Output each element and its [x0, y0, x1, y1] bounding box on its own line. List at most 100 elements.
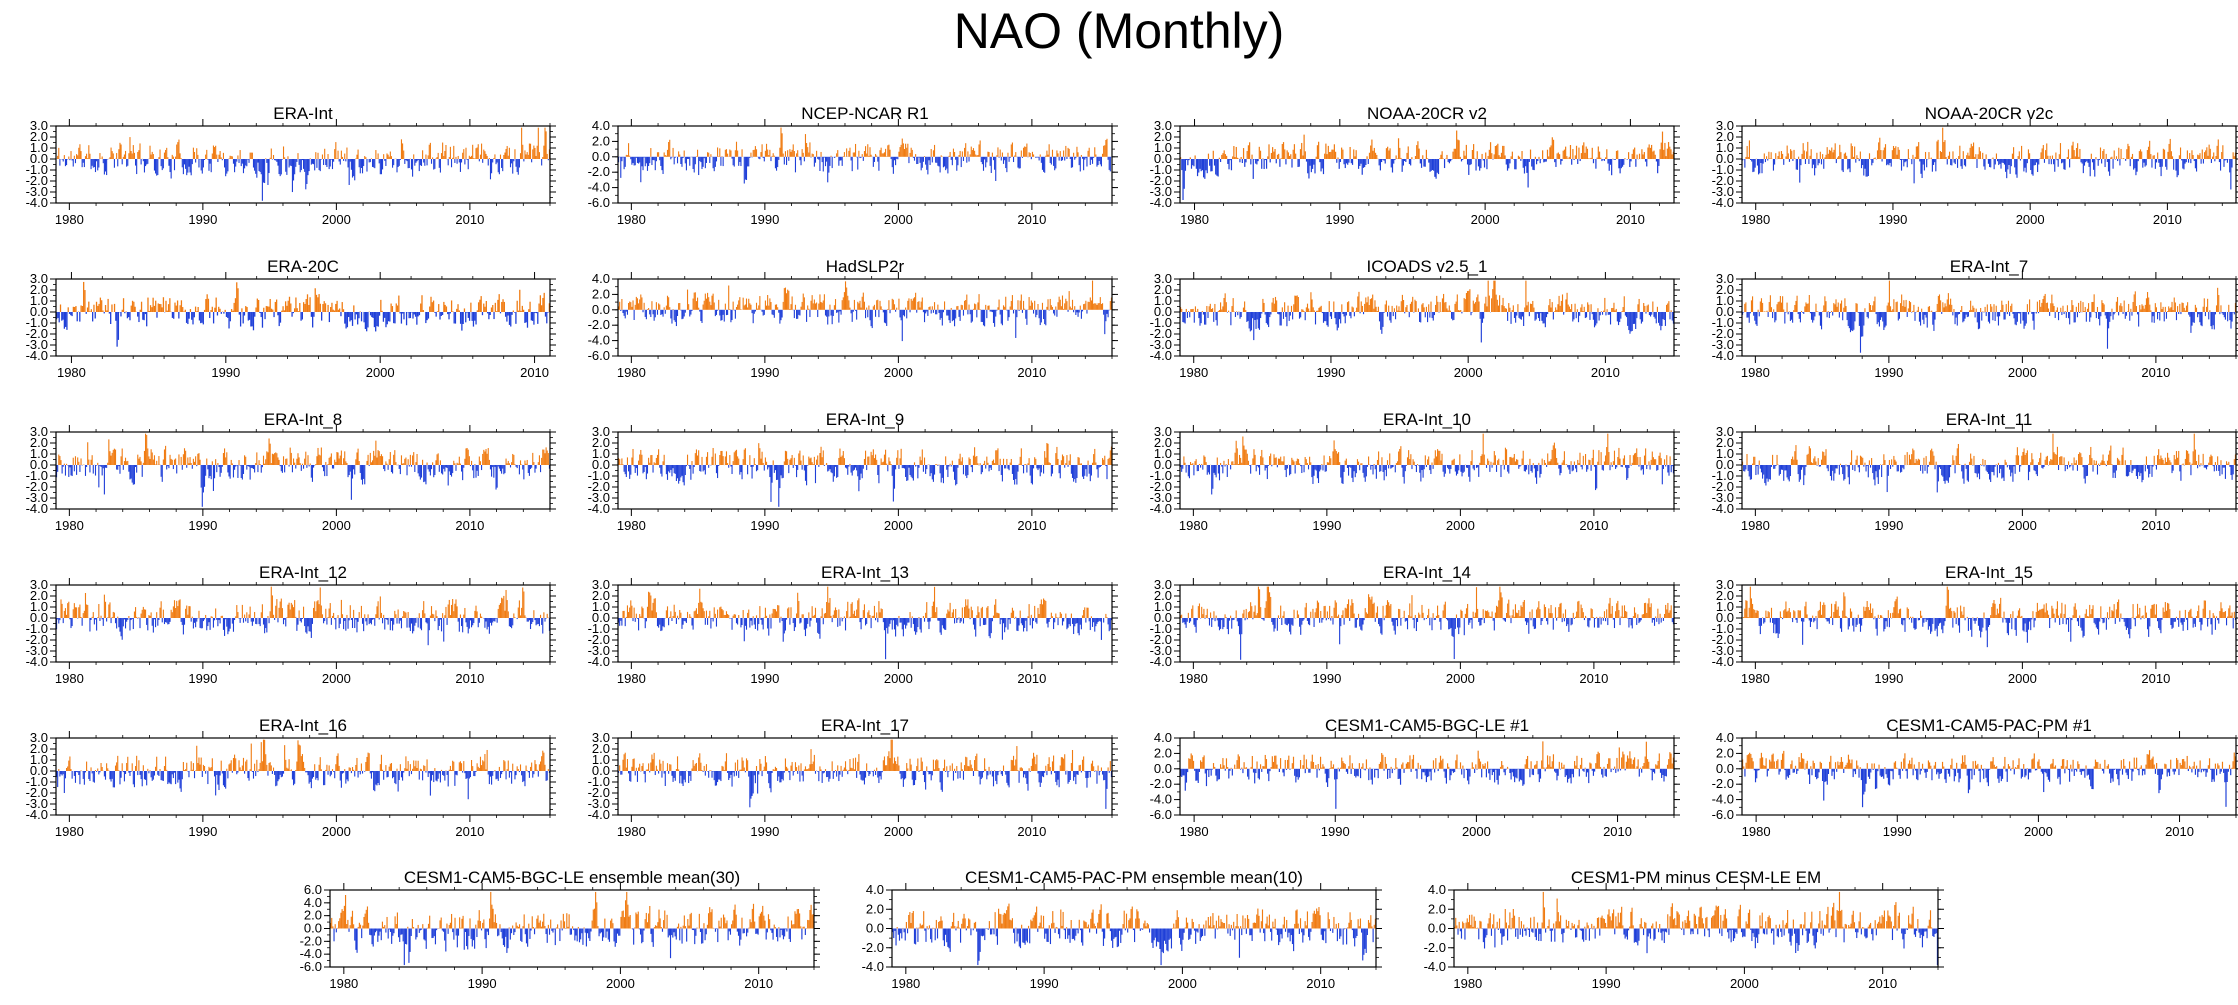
bar	[1439, 302, 1441, 312]
bar	[645, 465, 647, 480]
bar	[720, 309, 722, 321]
bar	[89, 465, 91, 473]
bar	[952, 148, 955, 157]
bar	[738, 156, 740, 166]
bar	[533, 145, 535, 159]
bar	[256, 159, 258, 178]
bar	[632, 448, 634, 465]
bar	[2050, 303, 2052, 312]
bar	[1029, 305, 1031, 310]
bar	[407, 159, 409, 169]
bar	[68, 312, 71, 314]
bar	[640, 156, 642, 183]
bar	[2017, 312, 2020, 314]
bar	[486, 155, 488, 159]
bar	[369, 312, 372, 316]
bar	[336, 300, 338, 312]
bar	[1822, 154, 1824, 159]
bar	[158, 157, 160, 159]
bar	[2032, 312, 2034, 321]
bar	[1280, 312, 1282, 326]
bar	[116, 312, 118, 347]
bar	[81, 159, 83, 168]
bar	[187, 159, 189, 173]
bar	[1577, 159, 1579, 165]
bar	[926, 309, 928, 312]
bar	[930, 309, 932, 314]
bar	[1041, 156, 1044, 170]
bar	[1282, 142, 1285, 159]
bar	[636, 156, 639, 163]
bar	[1826, 312, 1828, 318]
bar	[269, 157, 271, 159]
y-tick-label: 0.0	[1716, 151, 1734, 166]
bar	[313, 312, 315, 317]
bar	[962, 156, 965, 161]
bar	[385, 461, 387, 465]
bar	[1065, 145, 1067, 157]
bar	[339, 455, 341, 465]
bar	[1269, 159, 1271, 163]
x-tick-label: 2000	[322, 212, 351, 227]
bar	[674, 156, 676, 158]
bar	[741, 149, 743, 157]
bar	[281, 159, 283, 160]
bar	[1878, 312, 1880, 327]
bar	[1842, 159, 1844, 173]
bar	[1617, 312, 1620, 326]
bar	[348, 159, 350, 185]
bar	[502, 159, 504, 172]
bar	[1289, 312, 1291, 316]
bar	[457, 155, 459, 159]
bar	[1103, 309, 1105, 315]
bar	[779, 309, 781, 324]
bar	[1502, 297, 1504, 312]
bar	[929, 156, 931, 165]
bar	[1864, 308, 1866, 312]
bar	[421, 295, 423, 312]
bar	[1920, 159, 1922, 174]
bar	[782, 301, 784, 310]
bar	[1497, 143, 1499, 159]
bar	[1635, 312, 1637, 329]
bar	[227, 159, 229, 172]
bar	[1948, 151, 1951, 159]
bar	[1875, 312, 1877, 315]
bar	[898, 298, 900, 310]
bar	[796, 153, 798, 157]
bar	[942, 309, 944, 313]
bar	[504, 465, 506, 474]
bar	[727, 463, 729, 465]
bar	[1881, 159, 1883, 162]
bar	[505, 458, 507, 465]
bar	[402, 312, 404, 314]
bar	[404, 159, 406, 164]
bar	[1436, 295, 1438, 312]
bar	[1031, 151, 1033, 157]
y-tick-label: 4.0	[592, 271, 610, 286]
bar	[271, 453, 273, 465]
bar	[467, 312, 469, 318]
bar	[2079, 148, 2081, 159]
bar	[883, 152, 886, 157]
bar	[2146, 150, 2148, 159]
bar	[808, 152, 810, 157]
bar	[340, 450, 342, 465]
chart-panel: ERA-Int_93.02.01.00.0-1.0-2.0-3.0-4.0198…	[588, 410, 1118, 533]
bar	[1790, 312, 1793, 320]
bar	[1814, 312, 1816, 317]
bar	[1479, 159, 1481, 171]
bar	[790, 304, 792, 310]
bar	[2004, 312, 2006, 320]
bar	[207, 159, 209, 160]
chart-panel: ERA-Int_73.02.01.00.0-1.0-2.0-3.0-4.0198…	[1712, 257, 2238, 380]
bar	[2177, 159, 2179, 176]
bar	[870, 309, 872, 327]
bar	[1430, 159, 1432, 171]
bar	[98, 465, 100, 488]
bar	[1201, 310, 1203, 312]
bar	[2230, 312, 2232, 329]
bar	[1302, 309, 1304, 312]
bar	[424, 159, 426, 166]
bar	[949, 151, 951, 157]
